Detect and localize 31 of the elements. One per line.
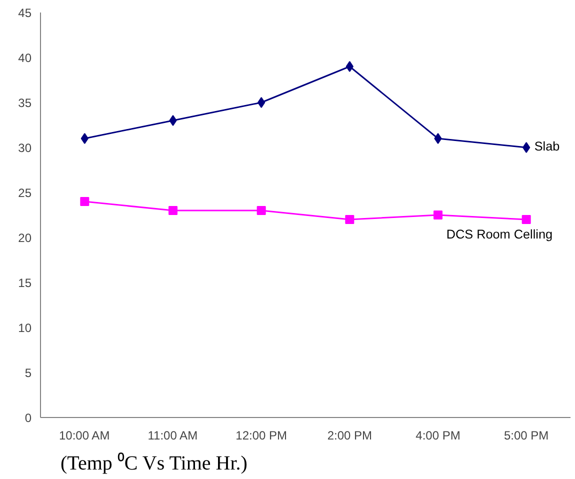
x-tick-label: 12:00 PM — [236, 428, 288, 442]
point — [345, 215, 354, 224]
y-tick-label: 0 — [24, 411, 32, 425]
y-tick-label: 35 — [18, 96, 32, 110]
point — [80, 197, 90, 206]
x-tick-label: 4:00 PM — [416, 428, 460, 442]
x-tick-label: 10:00 AM — [58, 428, 110, 442]
y-tick-label: 10 — [18, 321, 32, 335]
y-tick-label: 25 — [18, 186, 32, 200]
y-tick-label: 15 — [18, 276, 32, 290]
y-tick-label: 20 — [18, 231, 32, 245]
point — [80, 133, 88, 144]
point — [522, 215, 531, 224]
point — [346, 61, 354, 72]
text: (Temp ⁰C Vs Time Hr.) — [60, 452, 248, 474]
x-tick-label: 11:00 AM — [148, 428, 198, 442]
point — [256, 206, 266, 215]
x-tick-label: 2:00 PM — [327, 428, 372, 442]
series-label: DCS Room Celling — [446, 228, 553, 242]
point — [169, 115, 177, 126]
y-tick-label: 40 — [18, 51, 32, 65]
point — [168, 206, 178, 215]
point — [522, 142, 530, 153]
y-tick-label: 5 — [24, 366, 32, 380]
y-tick-label: 30 — [18, 141, 32, 155]
point — [434, 210, 442, 220]
point — [434, 133, 442, 144]
y-tick-label: 45 — [18, 6, 32, 20]
series-label: Slab — [534, 140, 560, 154]
x-tick-label: 5:00 PM — [504, 428, 549, 442]
point — [258, 97, 266, 108]
